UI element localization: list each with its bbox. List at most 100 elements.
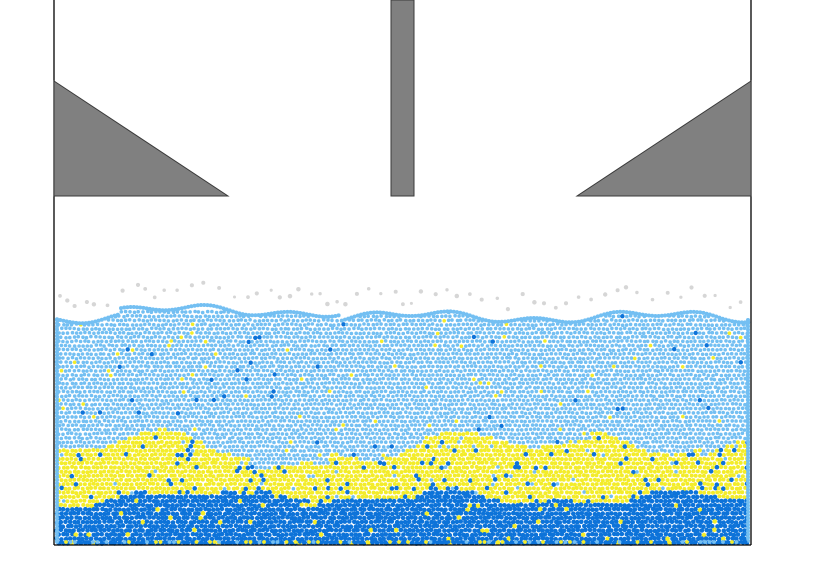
light-blue-particle [67,436,72,440]
light-blue-particle [737,339,741,344]
light-blue-particle [631,326,635,331]
light-blue-particle [186,339,190,344]
light-blue-particle [637,364,642,369]
light-blue-particle [61,423,65,427]
light-blue-particle [386,436,391,440]
light-blue-particle [324,424,328,428]
light-blue-particle [242,423,246,428]
light-blue-particle [588,402,593,407]
light-blue-particle [274,335,279,339]
light-blue-particle [132,310,137,315]
light-blue-particle [373,377,377,382]
light-blue-particle [81,344,85,348]
light-blue-particle [343,352,348,356]
light-blue-particle [156,331,160,335]
light-blue-particle [156,323,161,328]
yellow-particle [494,394,498,398]
light-blue-particle [512,415,517,419]
light-blue-particle [83,406,88,411]
yellow-particle [603,432,608,437]
yellow-particle [190,373,195,377]
dark-blue-particle [672,347,677,352]
light-blue-particle [251,381,255,386]
light-blue-particle [278,427,283,432]
light-blue-particle [275,360,279,364]
light-blue-particle [416,343,421,348]
yellow-particle [504,440,509,445]
light-blue-particle [395,445,399,449]
light-blue-particle [194,339,198,343]
light-blue-particle [265,410,270,415]
light-blue-particle [263,397,268,402]
light-blue-particle [108,330,113,335]
light-blue-particle [575,402,580,407]
light-blue-particle [226,402,231,407]
light-blue-particle [377,436,382,440]
light-blue-particle [367,440,372,445]
light-blue-particle [674,368,678,373]
light-blue-particle [562,326,566,331]
light-blue-particle [734,394,738,399]
light-blue-particle [536,411,541,416]
light-blue-particle [721,402,725,406]
yellow-particle [199,440,203,445]
light-blue-particle [599,372,603,377]
light-blue-particle [489,352,494,356]
light-blue-particle [515,402,519,407]
light-blue-particle [620,415,624,419]
light-blue-particle [360,394,364,399]
light-blue-particle [162,344,167,348]
light-blue-particle [377,385,382,390]
light-blue-particle [177,322,181,326]
light-blue-particle [295,319,300,323]
light-blue-particle [212,364,217,369]
light-blue-particle [277,364,281,369]
light-blue-particle [104,339,109,344]
light-blue-particle [543,322,548,327]
light-blue-particle [666,327,670,332]
light-blue-particle [243,419,248,423]
light-blue-particle [307,398,311,403]
light-blue-particle [738,419,743,423]
light-blue-particle [686,386,691,390]
light-blue-particle [463,377,468,381]
light-blue-particle [683,419,688,424]
light-blue-particle [207,314,211,319]
light-blue-particle [469,372,474,377]
light-blue-particle [222,410,226,415]
light-blue-particle [729,361,734,365]
light-blue-particle [158,360,163,365]
light-blue-particle [323,431,328,436]
light-blue-particle [648,318,653,323]
light-blue-particle [357,423,362,428]
light-blue-particle [158,344,162,348]
light-blue-particle [128,410,132,415]
light-blue-particle [568,364,573,369]
light-blue-particle [741,373,746,377]
light-blue-particle [347,427,352,432]
light-blue-particle [725,419,730,423]
light-blue-particle [719,397,724,402]
light-blue-particle [709,402,713,407]
light-blue-particle [151,398,155,402]
light-blue-particle [233,439,237,444]
light-blue-particle [253,444,257,449]
light-blue-particle [304,360,309,365]
light-blue-particle [709,343,713,347]
light-blue-particle [117,390,122,394]
light-blue-particle [571,427,575,432]
light-blue-particle [143,339,148,343]
light-blue-particle [328,423,333,428]
light-blue-particle [61,381,65,386]
light-blue-particle [392,406,397,411]
light-blue-particle [241,364,246,369]
light-blue-particle [390,335,394,339]
light-blue-particle [699,326,704,331]
light-blue-particle [210,335,214,340]
light-blue-particle [562,344,566,348]
light-blue-particle [205,377,210,382]
dark-blue-particle [190,439,195,445]
light-blue-particle [685,348,690,353]
light-blue-particle [521,389,526,394]
light-blue-particle [152,373,156,377]
